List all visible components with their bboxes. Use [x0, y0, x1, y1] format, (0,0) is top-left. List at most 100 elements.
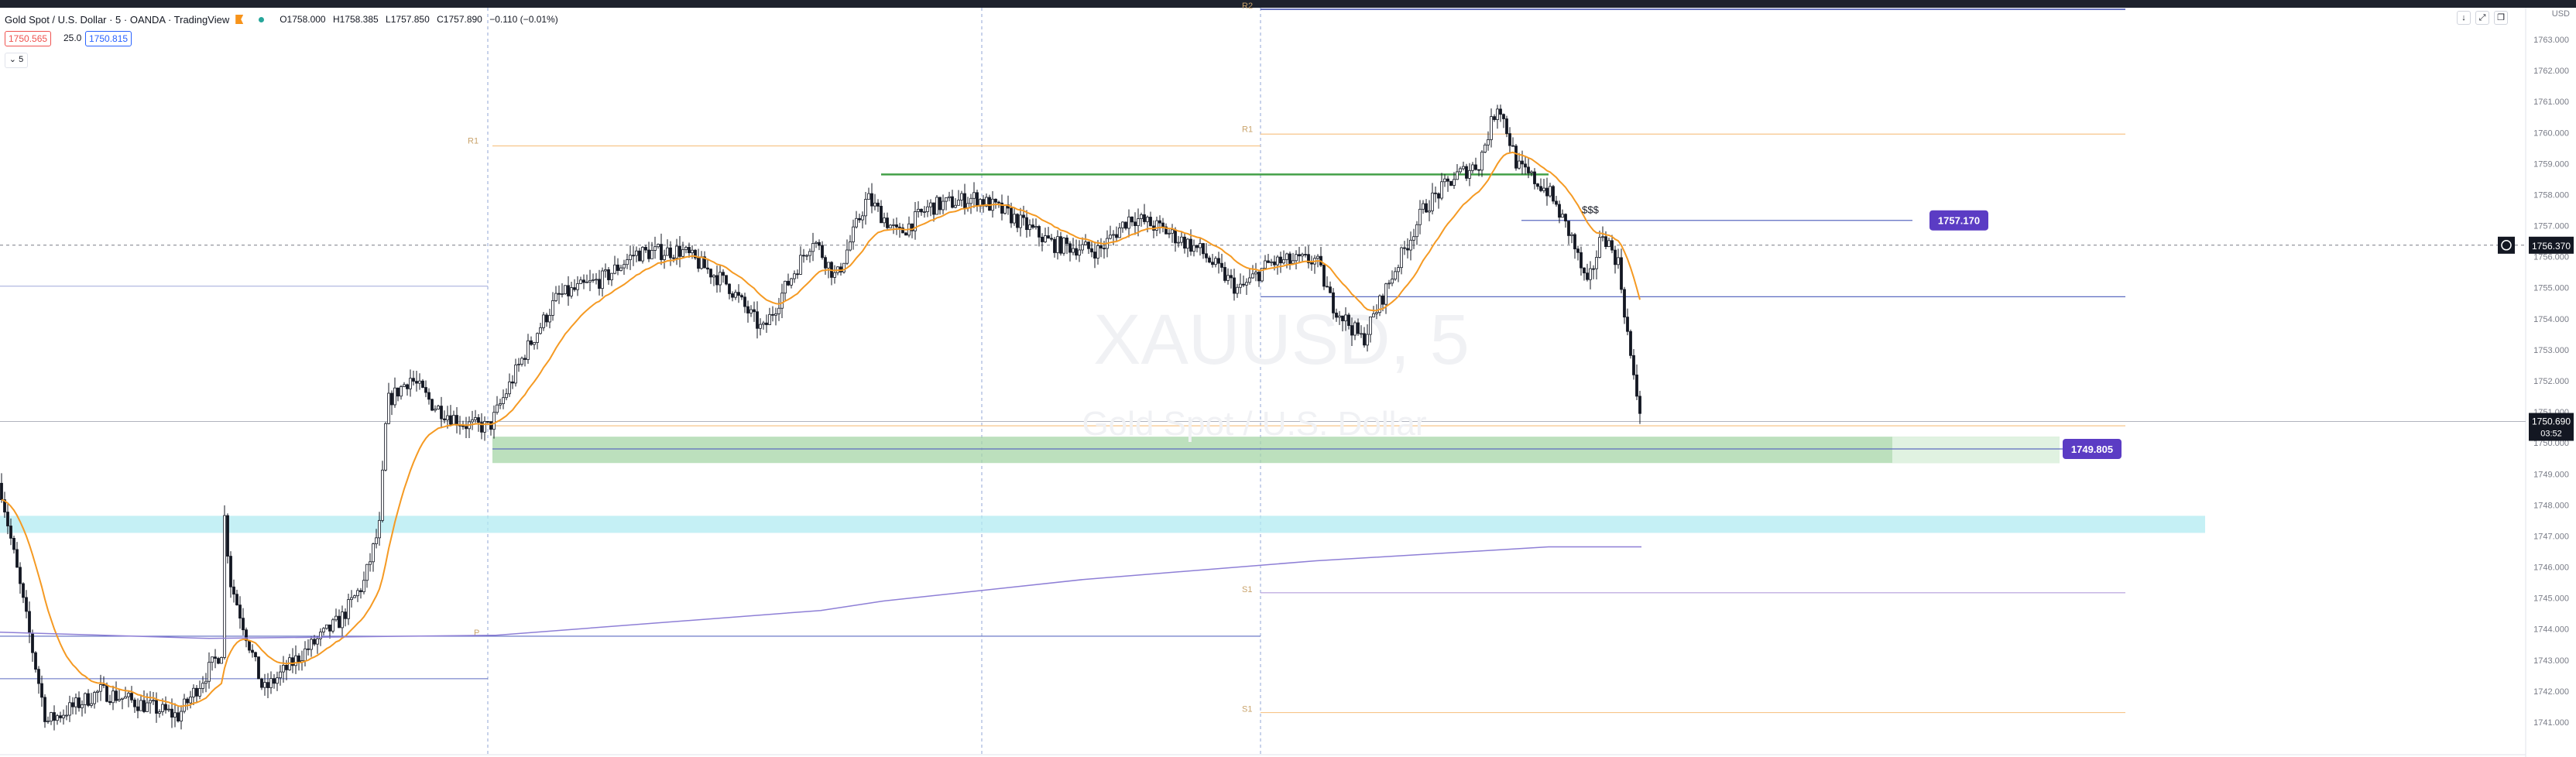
candle-body-36 [111, 690, 115, 704]
candle-body-117 [362, 580, 365, 592]
candle-body-393 [1217, 258, 1220, 264]
candle-body-511 [1583, 267, 1586, 274]
candle-body-508 [1573, 234, 1576, 250]
candle-body-485 [1502, 114, 1505, 119]
candle-body-18 [56, 715, 59, 721]
candle-body-480 [1487, 139, 1490, 146]
fullscreen-button[interactable]: ⤢ [2475, 11, 2489, 25]
candle-body-67 [208, 662, 211, 682]
candle-body-142 [440, 406, 443, 420]
candle-body-308 [954, 204, 957, 208]
candle-body-205 [635, 250, 638, 256]
y-tick-21: 1742.000 [2533, 687, 2569, 697]
candle-body-37 [115, 690, 118, 701]
candle-body-196 [607, 269, 610, 280]
candle-body-131 [406, 384, 409, 389]
candle-body-244 [756, 311, 759, 329]
symbol-title[interactable]: Gold Spot / U.S. Dollar · 5 · OANDA · Tr… [5, 13, 230, 26]
candle-body-394 [1220, 262, 1223, 268]
crosshair-price-text: 1756.370 [2532, 241, 2571, 252]
candle-body-180 [557, 293, 561, 295]
candle-body-183 [567, 285, 570, 296]
y-tick-7: 1756.000 [2533, 253, 2569, 262]
candle-body-279 [864, 199, 867, 217]
candle-body-429 [1329, 286, 1332, 293]
candle-body-282 [873, 202, 876, 207]
candle-body-419 [1298, 254, 1301, 257]
candle-body-340 [1053, 238, 1056, 253]
candle-body-70 [217, 658, 220, 664]
candle-body-222 [688, 247, 691, 254]
candle-body-215 [666, 247, 669, 256]
candle-body-527 [1632, 355, 1635, 375]
candle-body-319 [988, 197, 991, 211]
candle-body-322 [997, 201, 1000, 204]
candle-body-64 [198, 688, 201, 697]
candle-body-353 [1093, 252, 1096, 259]
candle-body-203 [629, 255, 632, 260]
ema-line [1, 151, 1641, 707]
candle-body-405 [1254, 272, 1257, 275]
pivot-label-1: R1 [1242, 125, 1253, 134]
y-tick-8: 1755.000 [2533, 284, 2569, 293]
candle-body-367 [1137, 218, 1140, 227]
candle-body-414 [1282, 259, 1285, 264]
candle-body-145 [449, 415, 452, 425]
candle-body-344 [1065, 238, 1068, 245]
candle-body-287 [889, 224, 892, 228]
candle-body-22 [68, 702, 71, 716]
candle-body-517 [1601, 236, 1604, 238]
candle-body-186 [576, 283, 579, 290]
candle-body-478 [1480, 152, 1484, 171]
y-tick-11: 1752.000 [2533, 377, 2569, 386]
candle-body-395 [1223, 267, 1226, 281]
restore-button[interactable]: ❐ [2494, 11, 2508, 25]
candle-body-465 [1440, 181, 1443, 199]
candle-body-487 [1508, 133, 1511, 146]
current-price-box [2529, 413, 2574, 441]
candle-body-336 [1041, 236, 1044, 242]
candle-body-519 [1607, 240, 1610, 248]
y-tick-10: 1753.000 [2533, 346, 2569, 355]
candle-body-241 [746, 306, 749, 313]
long-ma-line [0, 546, 1641, 639]
candle-body-472 [1462, 166, 1465, 170]
buy-button[interactable]: 1750.815 [85, 31, 132, 46]
low-value: 1757.850 [390, 14, 430, 25]
candle-body-423 [1310, 262, 1313, 265]
candle-body-16 [50, 712, 53, 722]
candle-body-327 [1013, 214, 1016, 224]
candle-body-11 [34, 652, 37, 670]
candle-body-351 [1087, 241, 1090, 249]
candle-body-486 [1505, 118, 1508, 134]
candle-body-250 [774, 313, 777, 316]
candle-body-234 [725, 275, 728, 285]
candle-body-434 [1344, 314, 1347, 321]
candle-body-60 [186, 698, 189, 704]
candle-body-154 [477, 417, 480, 423]
candle-body-19 [59, 715, 62, 718]
candle-body-296 [917, 208, 920, 212]
collapse-legend-button[interactable]: ⌄ 5 [5, 53, 28, 68]
flag-icon[interactable] [235, 15, 244, 24]
candle-body-94 [291, 657, 294, 666]
scroll-to-latest-button[interactable]: ↓ [2457, 11, 2471, 25]
candle-body-516 [1598, 237, 1601, 258]
candle-body-391 [1211, 262, 1214, 265]
sell-button[interactable]: 1750.565 [5, 31, 52, 46]
candle-body-246 [762, 322, 765, 325]
candle-body-143 [443, 418, 446, 420]
y-tick-14: 1749.000 [2533, 470, 2569, 479]
candle-body-132 [409, 378, 412, 389]
candle-body-161 [499, 403, 502, 406]
candle-body-245 [759, 324, 762, 329]
candle-body-155 [480, 422, 483, 433]
candle-body-484 [1499, 108, 1502, 115]
candle-body-343 [1062, 238, 1065, 254]
candle-body-399 [1236, 286, 1239, 294]
candle-body-354 [1096, 245, 1099, 259]
candle-body-454 [1406, 248, 1409, 251]
candle-body-431 [1335, 312, 1338, 318]
candle-body-445 [1378, 295, 1381, 313]
